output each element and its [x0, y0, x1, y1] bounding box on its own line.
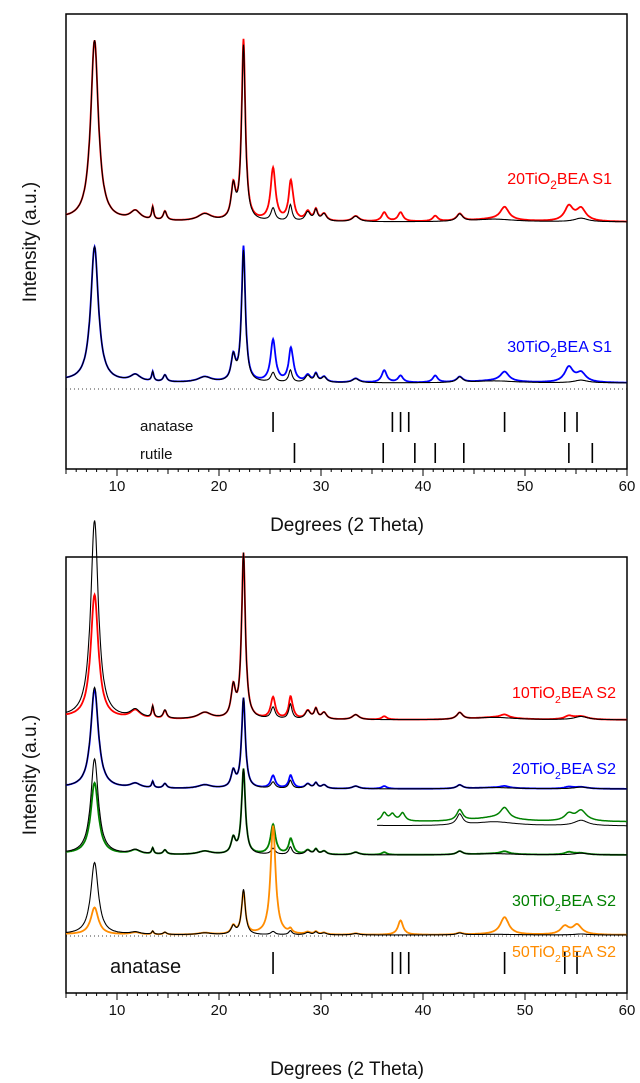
- x-tick-label: 50: [517, 478, 534, 495]
- bottom-axis-ticks: 10 20 30 40 50 60: [65, 993, 636, 1019]
- reference-line-10tio2bea-s2: [65, 520, 627, 721]
- reference-line-50tio2bea-s2: [65, 861, 627, 936]
- inset-series-line: [376, 806, 627, 823]
- series-label: 30TiO2BEA S2: [512, 893, 616, 914]
- plot-frame-top: [65, 13, 628, 470]
- reference-line-30tio2bea-s2: [65, 757, 627, 856]
- top-axis-ticks: 10 20 30 40 50 60: [65, 469, 636, 495]
- reference-label: anatase: [110, 956, 181, 978]
- series-label: 50TiO2BEA S2: [512, 944, 616, 965]
- series-label: 20TiO2BEA S1: [507, 171, 612, 192]
- top-series-labels: 20TiO2BEA S1 30TiO2BEA S1: [507, 171, 612, 360]
- x-tick-label: 30: [313, 1002, 330, 1019]
- series-line-50tio2bea-s2: [66, 825, 627, 936]
- x-tick-label: 60: [619, 478, 636, 495]
- bottom-ylabel: Intensity (a.u.): [20, 715, 41, 835]
- top-xlabel: Degrees (2 Theta): [270, 515, 424, 536]
- series-label: 30TiO2BEA S1: [507, 339, 612, 360]
- x-tick-label: 30: [313, 478, 330, 495]
- top-curves: [65, 38, 627, 384]
- bottom-series-labels: 10TiO2BEA S2 20TiO2BEA S2 30TiO2BEA S2 50Ti…: [512, 685, 616, 965]
- x-tick-label: 60: [619, 1002, 636, 1019]
- bottom-inset: [376, 806, 627, 827]
- bottom-xlabel: Degrees (2 Theta): [270, 1059, 424, 1080]
- inset-reference-line: [377, 813, 627, 827]
- series-line-30tio2bea-s1: [65, 243, 627, 384]
- bottom-reference-markers: anatase: [110, 952, 578, 978]
- x-tick-label: 20: [211, 478, 228, 495]
- series-label: 10TiO2BEA S2: [512, 685, 616, 706]
- x-tick-label: 10: [109, 1002, 126, 1019]
- top-reference-markers: anatase rutile: [140, 412, 594, 463]
- x-tick-label: 40: [415, 478, 432, 495]
- bottom-curves: [65, 520, 628, 936]
- series-label: 20TiO2BEA S2: [512, 761, 616, 782]
- reference-label: rutile: [140, 446, 173, 463]
- top-ylabel: Intensity (a.u.): [20, 182, 41, 302]
- x-tick-label: 40: [415, 1002, 432, 1019]
- x-tick-label: 10: [109, 478, 126, 495]
- chart-panel-top: 10 20 30 40 50 60 anatase rutile Intensity (a.…: [20, 13, 636, 536]
- chart-panel-bottom: 10 20 30 40 50 60 anatase Intensity (a.u.) De…: [20, 520, 636, 1080]
- x-tick-label: 50: [517, 1002, 534, 1019]
- reference-line-20tio2bea-s2: [66, 686, 627, 790]
- reference-line-20tio2bea-s1: [65, 40, 627, 223]
- series-line-20tio2bea-s1: [65, 38, 627, 223]
- reference-label: anatase: [140, 418, 193, 435]
- x-tick-label: 20: [211, 1002, 228, 1019]
- plot-frame-bottom: [65, 556, 628, 994]
- reference-line-30tio2bea-s1: [65, 245, 627, 384]
- series-line-30tio2bea-s2: [66, 768, 627, 856]
